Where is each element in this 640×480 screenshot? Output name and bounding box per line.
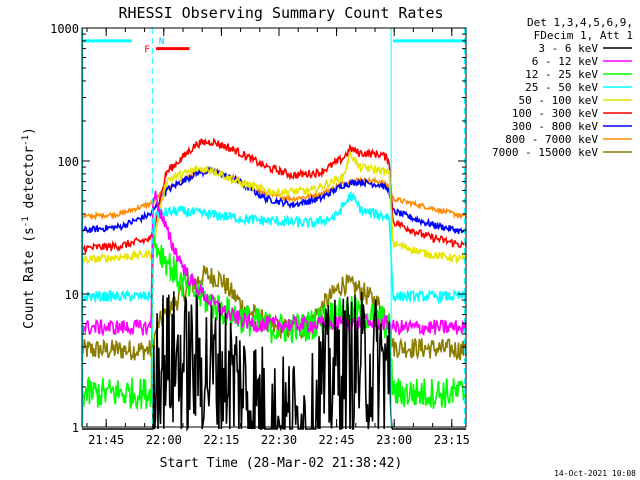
legend-label-7: 800 - 7000 keV — [505, 133, 598, 146]
legend-label-0: 3 - 6 keV — [538, 42, 598, 55]
x-tick-label: 23:00 — [376, 433, 412, 447]
y-tick-label: 1000 — [50, 22, 79, 36]
legend-label-2: 12 - 25 keV — [525, 68, 598, 81]
legend-header-line-1: Det 1,3,4,5,6,9, — [527, 16, 633, 29]
legend-header-line-2: FDecim 1, Att 1 — [534, 29, 633, 42]
y-tick-label: 100 — [57, 155, 79, 169]
annotation-layer: NF — [82, 28, 466, 427]
series-line-4 — [81, 149, 467, 265]
y-axis-label: Count Rate (s-1 detector-1) — [21, 127, 37, 329]
legend-label-4: 50 - 100 keV — [519, 94, 599, 107]
series-line-0 — [82, 291, 466, 432]
x-tick-label: 22:30 — [261, 433, 297, 447]
series-line-8 — [81, 265, 467, 361]
series-line-1 — [81, 190, 467, 337]
x-tick-label: 21:45 — [88, 433, 124, 447]
series-line-5 — [81, 137, 467, 254]
series-line-2 — [81, 233, 467, 412]
x-tick-label: 23:15 — [434, 433, 470, 447]
x-axis-label: Start Time (28-Mar-02 21:38:42) — [160, 456, 403, 471]
legend-label-1: 6 - 12 keV — [532, 55, 599, 68]
flare-marker-label: F — [144, 45, 150, 56]
series-line-3 — [81, 191, 467, 305]
y-tick-label: 10 — [65, 288, 79, 302]
chart-title: RHESSI Observing Summary Count Rates — [118, 4, 443, 22]
legend-label-3: 25 - 50 keV — [525, 81, 598, 94]
axis-layer: 1 10 100 1000 21:45 22:00 22:15 22:30 22:45 23:00… — [50, 22, 470, 447]
legend-label-8: 7000 - 15000 keV — [492, 146, 598, 159]
legend-label-6: 300 - 800 keV — [512, 120, 598, 133]
x-tick-label: 22:45 — [319, 433, 355, 447]
plot-frame — [81, 27, 467, 428]
night-marker-label: N — [159, 37, 164, 47]
legend-label-5: 100 - 300 keV — [512, 107, 598, 120]
x-tick-label: 22:00 — [146, 433, 182, 447]
series-layer — [81, 137, 467, 432]
footer-date: 14-Oct-2021 10:08 — [554, 469, 636, 478]
y-tick-label: 1 — [72, 421, 79, 435]
series-line-6 — [81, 165, 467, 234]
x-tick-label: 22:15 — [203, 433, 239, 447]
